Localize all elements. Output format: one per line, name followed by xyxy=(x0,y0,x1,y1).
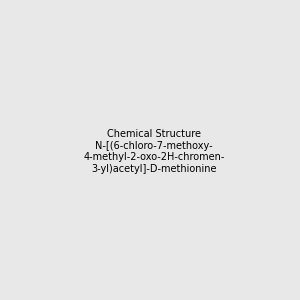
Text: Chemical Structure
N-[(6-chloro-7-methoxy-
4-methyl-2-oxo-2H-chromen-
3-yl)acety: Chemical Structure N-[(6-chloro-7-methox… xyxy=(83,129,224,174)
